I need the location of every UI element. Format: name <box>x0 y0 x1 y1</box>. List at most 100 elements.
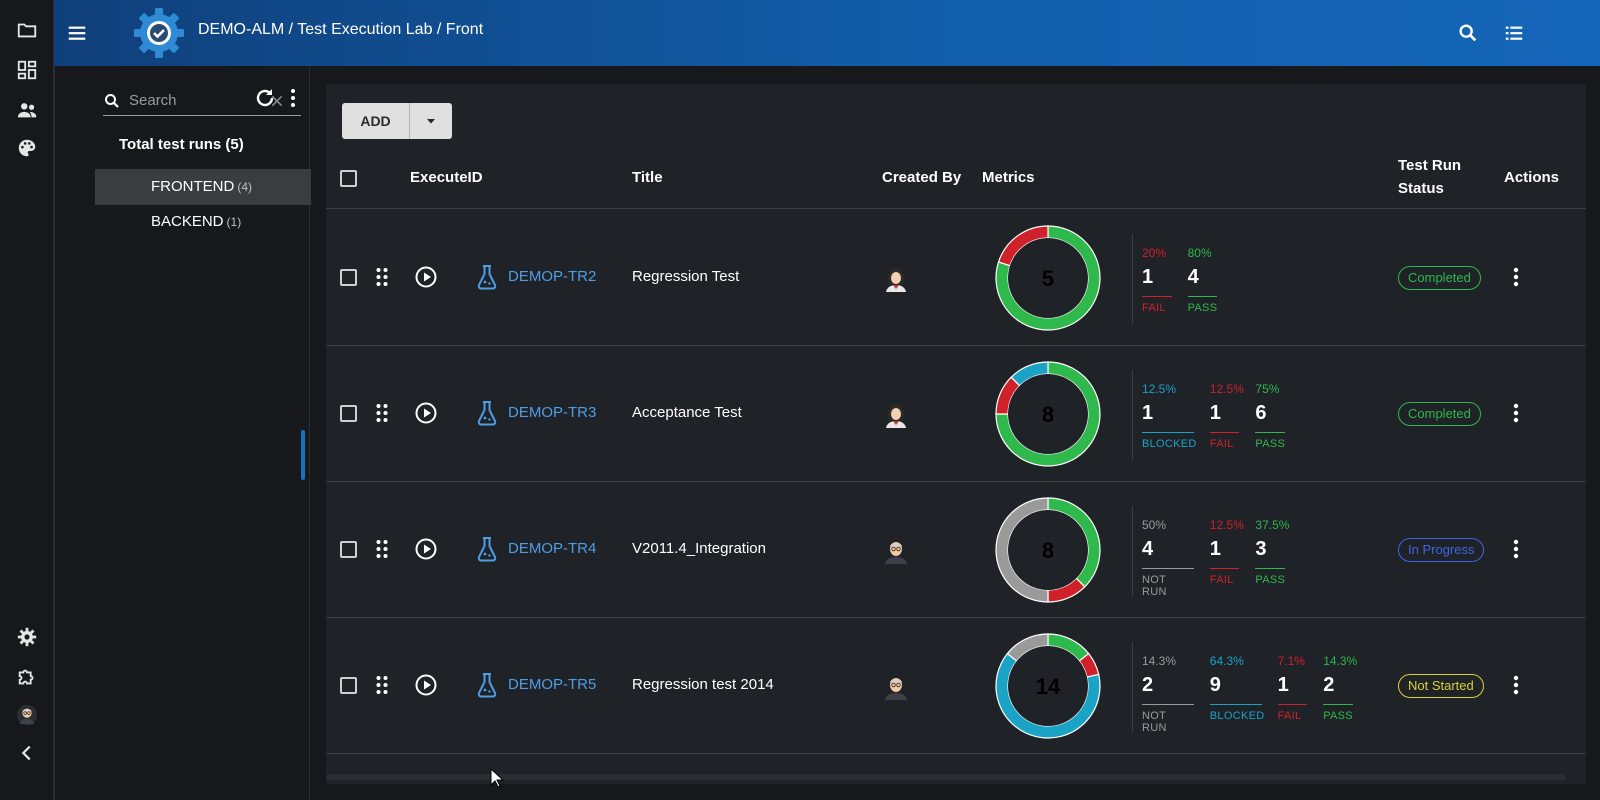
donut-total-label: 8 <box>1042 538 1054 563</box>
drag-handle-icon[interactable] <box>370 673 394 697</box>
metrics-divider <box>1132 642 1133 732</box>
search-icon <box>105 94 119 108</box>
palette-icon[interactable] <box>12 133 42 163</box>
table-header: ExecuteID Title Created By Metrics Test … <box>326 149 1586 209</box>
row-actions-more-icon[interactable] <box>1504 265 1528 289</box>
add-button[interactable]: ADD <box>342 103 410 139</box>
execute-id-link[interactable]: DEMOP-TR4 <box>508 540 597 557</box>
tree-item-backend[interactable]: BACKEND (1) <box>95 204 311 240</box>
add-dropdown-button[interactable] <box>410 103 452 139</box>
user-avatar[interactable] <box>12 700 42 730</box>
sidebar-more-options-icon[interactable] <box>281 86 305 110</box>
metric-label: PASS <box>1255 438 1286 450</box>
metric-underline <box>1277 704 1308 705</box>
donut-hole <box>1008 510 1088 590</box>
metric-label: NOT RUN <box>1142 574 1167 598</box>
execute-play-icon[interactable] <box>414 537 438 561</box>
table-row[interactable]: DEMOP-TR4 V2011.4_Integration In Progress 8… <box>326 482 1586 618</box>
table-row[interactable]: DEMOP-TR5 Regression test 2014 Not Started… <box>326 618 1586 754</box>
metric-count: 1 <box>1209 402 1221 424</box>
users-icon[interactable] <box>12 95 42 125</box>
metrics-donut-chart: 14 <box>995 633 1101 739</box>
tree-item-label: BACKEND <box>151 213 224 230</box>
metric-label: BLOCKED <box>1142 438 1197 450</box>
donut-total-label: 5 <box>1042 266 1054 291</box>
metrics-donut-chart: 8 <box>995 361 1101 467</box>
app-logo-gear-check-icon <box>132 6 186 60</box>
collapse-chevron-icon[interactable] <box>12 738 42 768</box>
metric-count: 2 <box>1323 674 1335 696</box>
column-header-execute-id[interactable]: ExecuteID <box>410 169 483 186</box>
add-button-group: ADD <box>342 103 452 139</box>
metric-underline <box>1142 568 1194 569</box>
row-actions-more-icon[interactable] <box>1504 537 1528 561</box>
header-list-view-icon[interactable] <box>1498 17 1530 49</box>
row-actions-more-icon[interactable] <box>1504 401 1528 425</box>
donut-total-label: 14 <box>1036 674 1061 699</box>
execute-id-link[interactable]: DEMOP-TR3 <box>508 404 597 421</box>
total-test-runs-label: Total test runs (5) <box>119 136 244 153</box>
header-search-icon[interactable] <box>1452 17 1484 49</box>
female-avatar <box>886 404 906 428</box>
settings-gear-icon[interactable] <box>12 622 42 652</box>
test-run-title[interactable]: Regression Test <box>632 268 740 285</box>
metric-not-run: 50% 4 NOT RUN <box>1142 518 1194 598</box>
metric-underline <box>1323 704 1353 705</box>
tree-item-count: (1) <box>226 215 242 229</box>
hamburger-menu-icon[interactable] <box>62 18 92 48</box>
donut-hole <box>1008 646 1088 726</box>
column-header-metrics[interactable]: Metrics <box>982 169 1035 186</box>
row-checkbox[interactable] <box>340 541 357 558</box>
tree-item-label: FRONTEND <box>151 178 235 195</box>
metric-label: FAIL <box>1209 438 1234 450</box>
metric-percent: 12.5% <box>1209 518 1244 532</box>
drag-handle-icon[interactable] <box>370 401 394 425</box>
row-checkbox[interactable] <box>340 677 357 694</box>
column-header-created-by[interactable]: Created By <box>882 169 962 186</box>
metric-underline <box>1209 568 1240 569</box>
execute-play-icon[interactable] <box>414 401 438 425</box>
clear-search-icon[interactable] <box>269 93 285 109</box>
metric-pass: 37.5% 3 PASS <box>1255 518 1289 586</box>
select-all-checkbox[interactable] <box>340 170 357 187</box>
metric-pass: 80% 4 PASS <box>1187 246 1218 314</box>
test-run-title[interactable]: V2011.4_Integration <box>632 540 766 557</box>
dashboard-icon[interactable] <box>12 55 42 85</box>
donut-hole <box>1008 374 1088 454</box>
execute-play-icon[interactable] <box>414 673 438 697</box>
column-header-title[interactable]: Title <box>632 169 663 186</box>
folder-icon[interactable] <box>12 15 42 45</box>
tree-item-count: (4) <box>237 180 252 194</box>
table-row[interactable]: DEMOP-TR2 Regression Test Completed 5 20% 1 FA… <box>326 210 1586 346</box>
search-input[interactable] <box>129 88 259 112</box>
metric-underline <box>1142 704 1194 705</box>
metric-count: 4 <box>1187 266 1199 288</box>
sidebar-search <box>103 86 301 116</box>
row-checkbox[interactable] <box>340 269 357 286</box>
puzzle-icon[interactable] <box>12 662 42 692</box>
metric-underline <box>1187 296 1218 297</box>
execute-play-icon[interactable] <box>414 265 438 289</box>
refresh-icon[interactable] <box>253 86 277 110</box>
metric-underline <box>1142 296 1172 297</box>
metric-underline <box>1209 704 1262 705</box>
horizontal-scrollbar[interactable] <box>326 774 1566 780</box>
column-header-status-line2[interactable]: Status <box>1398 180 1444 197</box>
metric-percent: 12.5% <box>1209 382 1244 396</box>
execute-id-link[interactable]: DEMOP-TR5 <box>508 676 597 693</box>
sidebar-resize-handle[interactable] <box>301 430 305 480</box>
metric-fail: 12.5% 1 FAIL <box>1209 518 1244 586</box>
tree-item-frontend[interactable]: FRONTEND (4) <box>95 169 311 205</box>
metric-percent: 80% <box>1187 246 1212 260</box>
table-row[interactable]: DEMOP-TR3 Acceptance Test Completed 8 12.5% 1… <box>326 346 1586 482</box>
caret-down-icon <box>427 119 435 124</box>
test-run-title[interactable]: Regression test 2014 <box>632 676 774 693</box>
execute-id-link[interactable]: DEMOP-TR2 <box>508 268 597 285</box>
drag-handle-icon[interactable] <box>370 265 394 289</box>
drag-handle-icon[interactable] <box>370 537 394 561</box>
row-checkbox[interactable] <box>340 405 357 422</box>
metric-not-run: 14.3% 2 NOT RUN <box>1142 654 1194 734</box>
test-run-title[interactable]: Acceptance Test <box>632 404 742 421</box>
row-actions-more-icon[interactable] <box>1504 673 1528 697</box>
column-header-status-line1[interactable]: Test Run <box>1398 157 1462 174</box>
